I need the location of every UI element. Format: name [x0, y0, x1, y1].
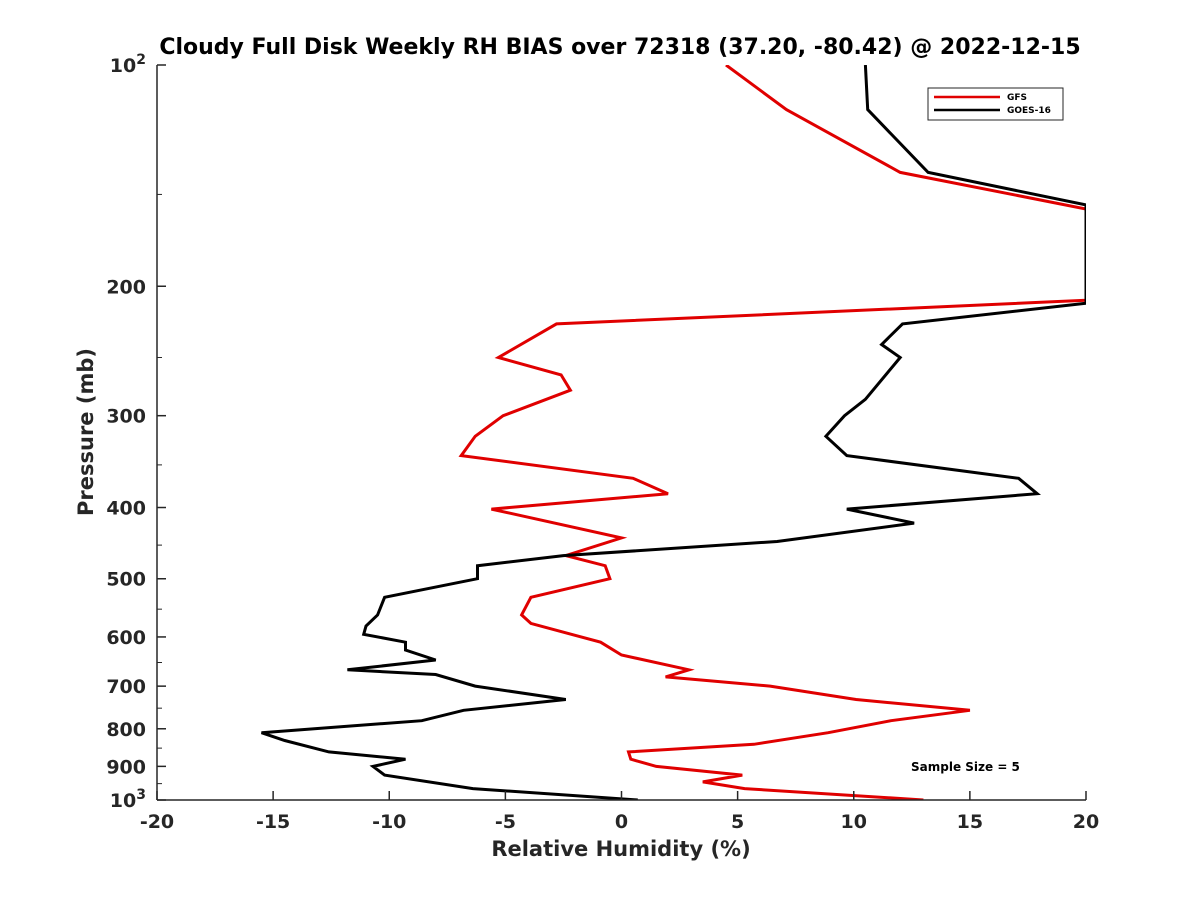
x-tick-label: 5: [731, 811, 744, 833]
x-axis-label: Relative Humidity (%): [491, 837, 750, 861]
legend-label-goes-16: GOES-16: [1007, 106, 1051, 116]
legend-box: [927, 87, 1064, 121]
axes: -20 -15 -10 -5 0 5 10 15 20 200 300 400 500 600 700 800…: [106, 52, 1099, 833]
x-tick-label: -20: [140, 811, 174, 833]
x-tick-label: 0: [615, 811, 628, 833]
x-tick-label: -5: [495, 811, 516, 833]
y-tick-label: 300: [106, 406, 146, 428]
y-tick-label: 700: [106, 676, 146, 698]
series-line-goes-16: [261, 65, 1086, 800]
chart-title: Cloudy Full Disk Weekly RH BIAS over 723…: [159, 35, 1080, 60]
y-tick-label: 200: [106, 276, 146, 298]
x-tick-label: -15: [256, 811, 290, 833]
y-tick-label: 800: [106, 719, 146, 741]
y-tick-label: 900: [106, 756, 146, 778]
sample-size-annotation: Sample Size = 5: [911, 760, 1020, 774]
x-tick-label: 15: [957, 811, 983, 833]
legend-label-gfs: GFS: [1007, 93, 1027, 103]
series-line-gfs: [458, 65, 1086, 800]
y-tick-label: 400: [106, 498, 146, 520]
y-tick-label: 103: [110, 787, 146, 812]
x-tick-label: 20: [1073, 811, 1099, 833]
x-tick-label: 10: [841, 811, 867, 833]
y-tick-label: 500: [106, 569, 146, 591]
y-tick-label: 600: [106, 627, 146, 649]
y-axis-label: Pressure (mb): [74, 348, 98, 516]
series-group: [261, 65, 1086, 800]
x-tick-label: -10: [372, 811, 406, 833]
plot-area: [261, 65, 1086, 800]
y-tick-label: 102: [110, 52, 146, 77]
legend: GFS GOES-16: [927, 87, 1064, 121]
